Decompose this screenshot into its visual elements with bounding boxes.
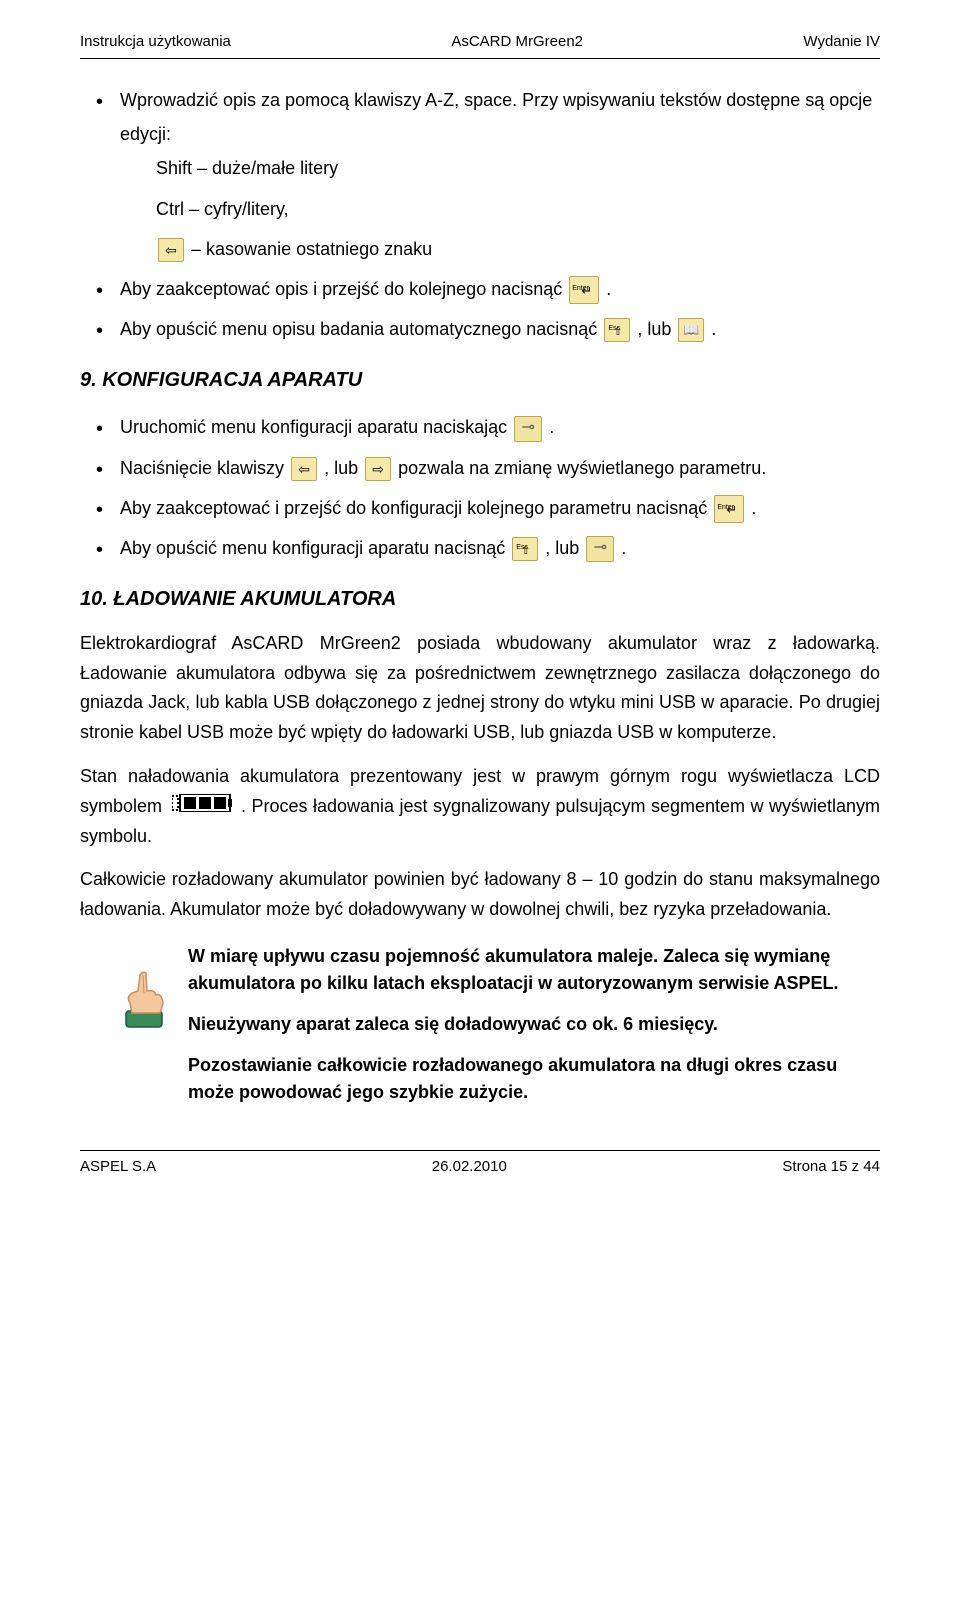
esc-key-icon xyxy=(512,537,538,561)
list-text: Uruchomić menu konfiguracji aparatu naci… xyxy=(120,417,512,437)
list-text: Aby zaakceptować i przejść do konfigurac… xyxy=(120,498,712,518)
note-paragraph: W miarę upływu czasu pojemność akumulato… xyxy=(188,943,880,997)
sub-line: – kasowanie ostatniego znaku xyxy=(120,232,880,266)
list-text: Aby opuścić menu opisu badania automatyc… xyxy=(120,319,602,339)
note-paragraph: Pozostawianie całkowicie rozładowanego a… xyxy=(188,1052,880,1106)
page-footer: ASPEL S.A 26.02.2010 Strona 15 z 44 xyxy=(80,1150,880,1179)
note-paragraph: Nieużywany aparat zaleca się doładowywać… xyxy=(188,1011,880,1038)
list-text: pozwala na zmianę wyświetlanego parametr… xyxy=(398,458,766,478)
section-10-title: 10. ŁADOWANIE AKUMULATORA xyxy=(80,583,880,615)
config-tool-icon xyxy=(586,536,614,562)
sub-text: – kasowanie ostatniego znaku xyxy=(191,239,432,259)
paragraph: Elektrokardiograf AsCARD MrGreen2 posiad… xyxy=(80,629,880,748)
paragraph: Stan naładowania akumulatora prezentowan… xyxy=(80,762,880,851)
paragraph: Całkowicie rozładowany akumulator powini… xyxy=(80,865,880,924)
list-item: Aby zaakceptować i przejść do konfigurac… xyxy=(120,491,880,525)
list-text: . xyxy=(751,498,756,518)
list-text: Wprowadzić opis za pomocą klawiszy A-Z, … xyxy=(120,90,872,144)
footer-left: ASPEL S.A xyxy=(80,1155,156,1179)
list-item: Aby opuścić menu konfiguracji aparatu na… xyxy=(120,531,880,565)
header-left: Instrukcja użytkowania xyxy=(80,30,231,54)
header-center: AsCARD MrGreen2 xyxy=(451,30,583,54)
list-item: Aby opuścić menu opisu badania automatyc… xyxy=(120,312,880,346)
list-text: , lub xyxy=(545,538,584,558)
list-item: Aby zaakceptować opis i przejść do kolej… xyxy=(120,272,880,306)
enter-key-icon xyxy=(714,495,744,523)
note-block: W miarę upływu czasu pojemność akumulato… xyxy=(120,943,880,1120)
list-text: Aby zaakceptować opis i przejść do kolej… xyxy=(120,279,567,299)
list-text: Aby opuścić menu konfiguracji aparatu na… xyxy=(120,538,510,558)
footer-right: Strona 15 z 44 xyxy=(782,1155,880,1179)
list-text: . xyxy=(606,279,611,299)
section-9-title: 9. KONFIGURACJA APARATU xyxy=(80,364,880,396)
page-header: Instrukcja użytkowania AsCARD MrGreen2 W… xyxy=(80,30,880,59)
sub-line: Ctrl – cyfry/litery, xyxy=(120,192,880,226)
pointing-hand-icon xyxy=(120,971,172,1038)
arrow-left-icon xyxy=(158,238,184,262)
note-text: W miarę upływu czasu pojemność akumulato… xyxy=(188,943,880,1120)
enter-key-icon xyxy=(569,276,599,304)
list-item: Wprowadzić opis za pomocą klawiszy A-Z, … xyxy=(120,83,880,266)
arrow-left-icon xyxy=(291,457,317,481)
list-item: Naciśnięcie klawiszy , lub pozwala na zm… xyxy=(120,451,880,485)
list-item: Uruchomić menu konfiguracji aparatu naci… xyxy=(120,410,880,444)
list-text: , lub xyxy=(637,319,676,339)
config-tool-icon xyxy=(514,416,542,442)
list-text: . xyxy=(711,319,716,339)
sub-line: Shift – duże/małe litery xyxy=(120,151,880,185)
book-icon xyxy=(678,318,704,342)
section-9-list: Uruchomić menu konfiguracji aparatu naci… xyxy=(80,410,880,565)
esc-key-icon xyxy=(604,318,630,342)
battery-icon xyxy=(172,792,232,822)
footer-center: 26.02.2010 xyxy=(432,1155,507,1179)
list-text: , lub xyxy=(324,458,363,478)
list-text: Naciśnięcie klawiszy xyxy=(120,458,289,478)
header-right: Wydanie IV xyxy=(803,30,880,54)
intro-list: Wprowadzić opis za pomocą klawiszy A-Z, … xyxy=(80,83,880,346)
list-text: . xyxy=(549,417,554,437)
list-text: . xyxy=(621,538,626,558)
arrow-right-icon xyxy=(365,457,391,481)
